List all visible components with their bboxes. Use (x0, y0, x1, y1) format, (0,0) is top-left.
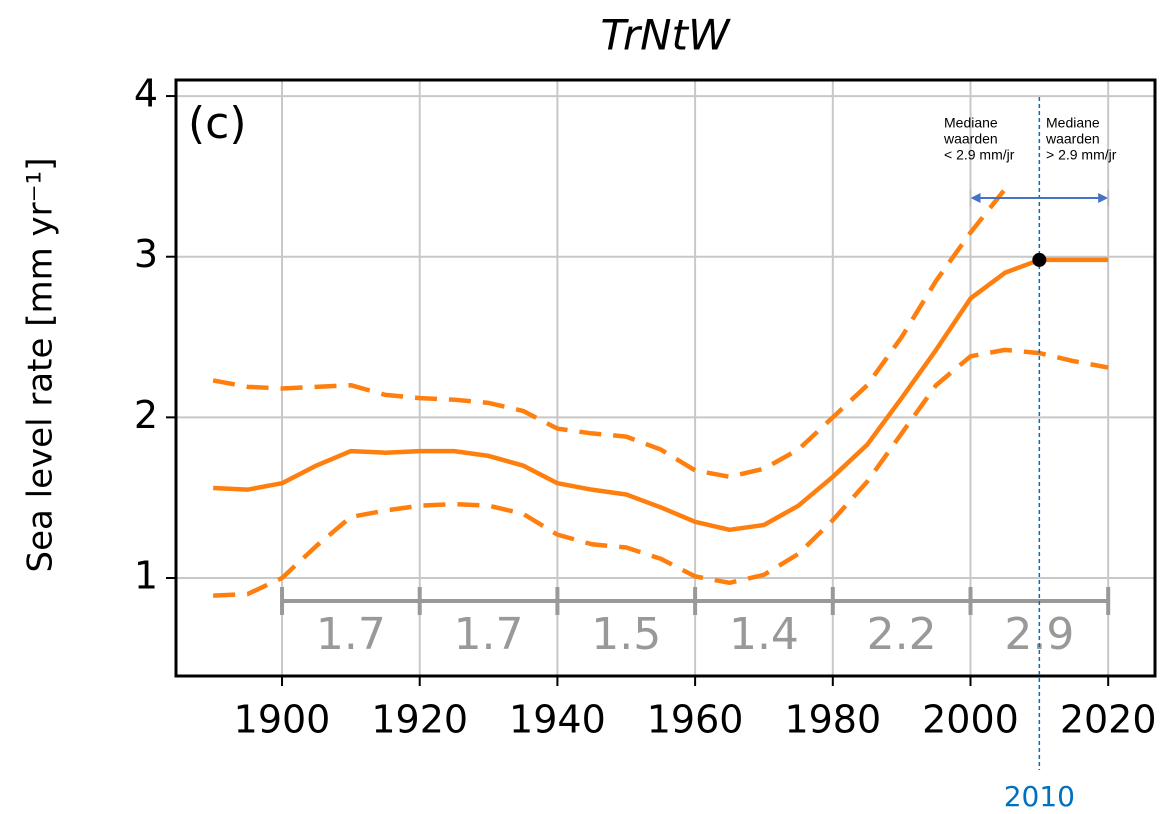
plot-frame (174, 78, 1157, 678)
chart-title: TrNtW (600, 11, 731, 60)
x-tick-label: 1980 (784, 698, 881, 742)
y-tick-label: 3 (134, 232, 158, 276)
panel-label: (c) (188, 98, 247, 149)
note-line: Mediane (1046, 115, 1100, 131)
note-line: waarden (1045, 131, 1100, 147)
x-tick-label: 2020 (1060, 698, 1157, 742)
period-mean: 1.7 (454, 609, 524, 660)
line-upper (212, 187, 1007, 480)
note-line: > 2.9 mm/jr (1046, 147, 1117, 163)
marker-label: 2010 (1004, 780, 1075, 813)
note-line: < 2.9 mm/jr (944, 147, 1015, 163)
period-mean: 1.4 (729, 609, 799, 660)
period-mean: 2.2 (867, 609, 937, 660)
x-tick-label: 2000 (922, 698, 1019, 742)
x-tick-label: 1900 (234, 698, 331, 742)
y-tick-label: 4 (134, 72, 158, 116)
period-mean: 1.7 (316, 609, 386, 660)
x-tick-label: 1960 (647, 698, 744, 742)
y-axis-label: Sea level rate [mm yr⁻¹] (21, 158, 61, 573)
line-median (213, 257, 1109, 533)
line-lower (213, 347, 1109, 598)
note-line: waarden (943, 131, 998, 147)
y-tick-label: 1 (134, 554, 158, 598)
x-tick-label: 1940 (509, 698, 606, 742)
x-tick-label: 1920 (371, 698, 468, 742)
marker-dot (1032, 252, 1047, 267)
y-tick-label: 2 (134, 393, 158, 437)
period-mean: 1.5 (591, 609, 661, 660)
note-line: Mediane (944, 115, 998, 131)
